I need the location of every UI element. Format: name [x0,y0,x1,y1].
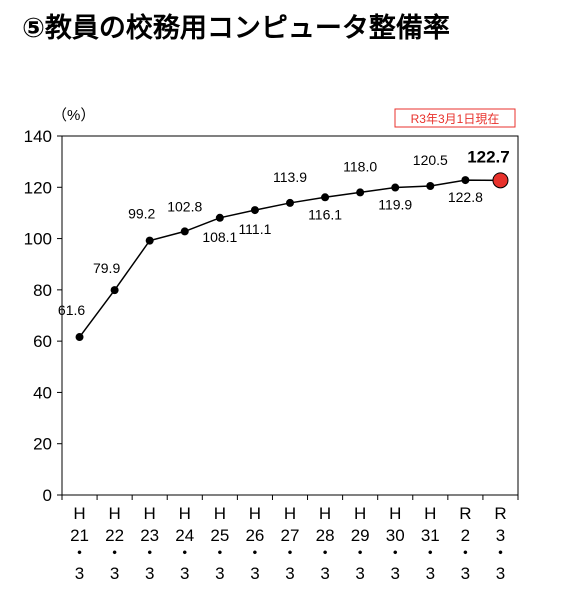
y-tick-label: 80 [33,281,52,300]
x-category-label: H [249,504,261,523]
data-point [145,236,154,245]
plot-frame [61,135,519,496]
x-category-label: ・ [422,544,439,563]
data-point [180,227,189,236]
data-point [426,182,435,191]
x-category-label: ・ [457,544,474,563]
highlight-data-point [492,172,509,189]
x-category-label: 28 [316,526,335,545]
x-category-label: ・ [106,544,123,563]
x-category-label: 3 [355,564,364,583]
x-category-label: 24 [175,526,194,545]
date-note-box [394,108,516,128]
x-category-label: H [73,504,85,523]
x-category-label: H [389,504,401,523]
data-label: 113.9 [273,169,307,185]
x-category-label: 3 [496,526,505,545]
data-label: 61.6 [58,302,85,318]
data-label: 102.8 [167,198,202,214]
data-label: 99.2 [128,206,155,222]
y-tick-label: 60 [33,332,52,351]
x-category-label: 3 [461,564,470,583]
x-category-label: H [214,504,226,523]
x-category-label: 3 [180,564,189,583]
x-category-label: 3 [496,564,505,583]
x-category-label: 25 [210,526,229,545]
data-label: 119.9 [378,197,412,213]
x-category-label: ・ [211,544,228,563]
data-point [356,188,365,197]
date-note-text: R3年3月1日現在 [411,112,500,126]
x-category-label: ・ [492,544,509,563]
x-category-label: 29 [351,526,370,545]
x-category-label: H [424,504,436,523]
data-label: 116.1 [308,206,342,222]
y-unit-label: （%） [52,107,95,124]
x-category-label: 27 [281,526,300,545]
data-label: 79.9 [93,260,120,276]
y-tick-label: 120 [24,178,52,197]
x-category-label: 3 [110,564,119,583]
data-label: 122.8 [448,189,483,205]
x-category-label: R [459,504,471,523]
y-tick-label: 40 [33,383,52,402]
data-point [286,198,294,207]
x-category-label: 3 [426,564,435,583]
y-tick-label: 0 [43,486,52,505]
x-category-label: 3 [75,564,84,583]
x-category-label: H [284,504,296,523]
x-category-label: 3 [390,564,399,583]
x-category-label: 21 [70,526,89,545]
x-category-label: H [319,504,331,523]
x-category-label: 22 [105,526,124,545]
x-category-label: ・ [246,544,263,563]
data-label: 108.1 [202,229,237,245]
x-category-label: 3 [215,564,224,583]
data-point [250,206,259,215]
x-category-label: 30 [386,526,405,545]
x-category-label: H [354,504,366,523]
highlight-data-label: 122.7 [467,147,510,166]
data-point [321,193,330,202]
y-tick-label: 100 [24,230,52,249]
y-tick-label: 140 [24,127,52,146]
x-category-label: R [494,504,506,523]
chart-title: ⑤教員の校務用コンピュータ整備率 [22,13,450,44]
x-category-label: ・ [282,544,299,563]
data-point [75,333,84,342]
x-category-label: 3 [250,564,259,583]
x-category-label: H [144,504,156,523]
x-category-label: H [179,504,191,523]
data-label: 120.5 [413,152,448,168]
data-label: 111.1 [238,221,271,237]
x-category-label: 3 [285,564,294,583]
data-label: 118.0 [343,158,377,174]
x-category-label: 3 [320,564,329,583]
x-category-label: ・ [71,544,88,563]
x-category-label: 23 [140,526,159,545]
x-category-label: ・ [352,544,369,563]
x-category-label: ・ [317,544,334,563]
x-category-label: 26 [245,526,264,545]
x-category-label: 3 [145,564,154,583]
x-category-label: ・ [387,544,404,563]
x-category-label: 2 [461,526,470,545]
data-point [461,176,470,185]
x-category-label: ・ [176,544,193,563]
data-point [391,183,400,192]
y-tick-label: 20 [33,435,52,454]
data-point [215,213,224,222]
x-category-label: 31 [421,526,440,545]
x-category-label: ・ [141,544,158,563]
data-point [110,286,119,295]
x-category-label: H [108,504,120,523]
